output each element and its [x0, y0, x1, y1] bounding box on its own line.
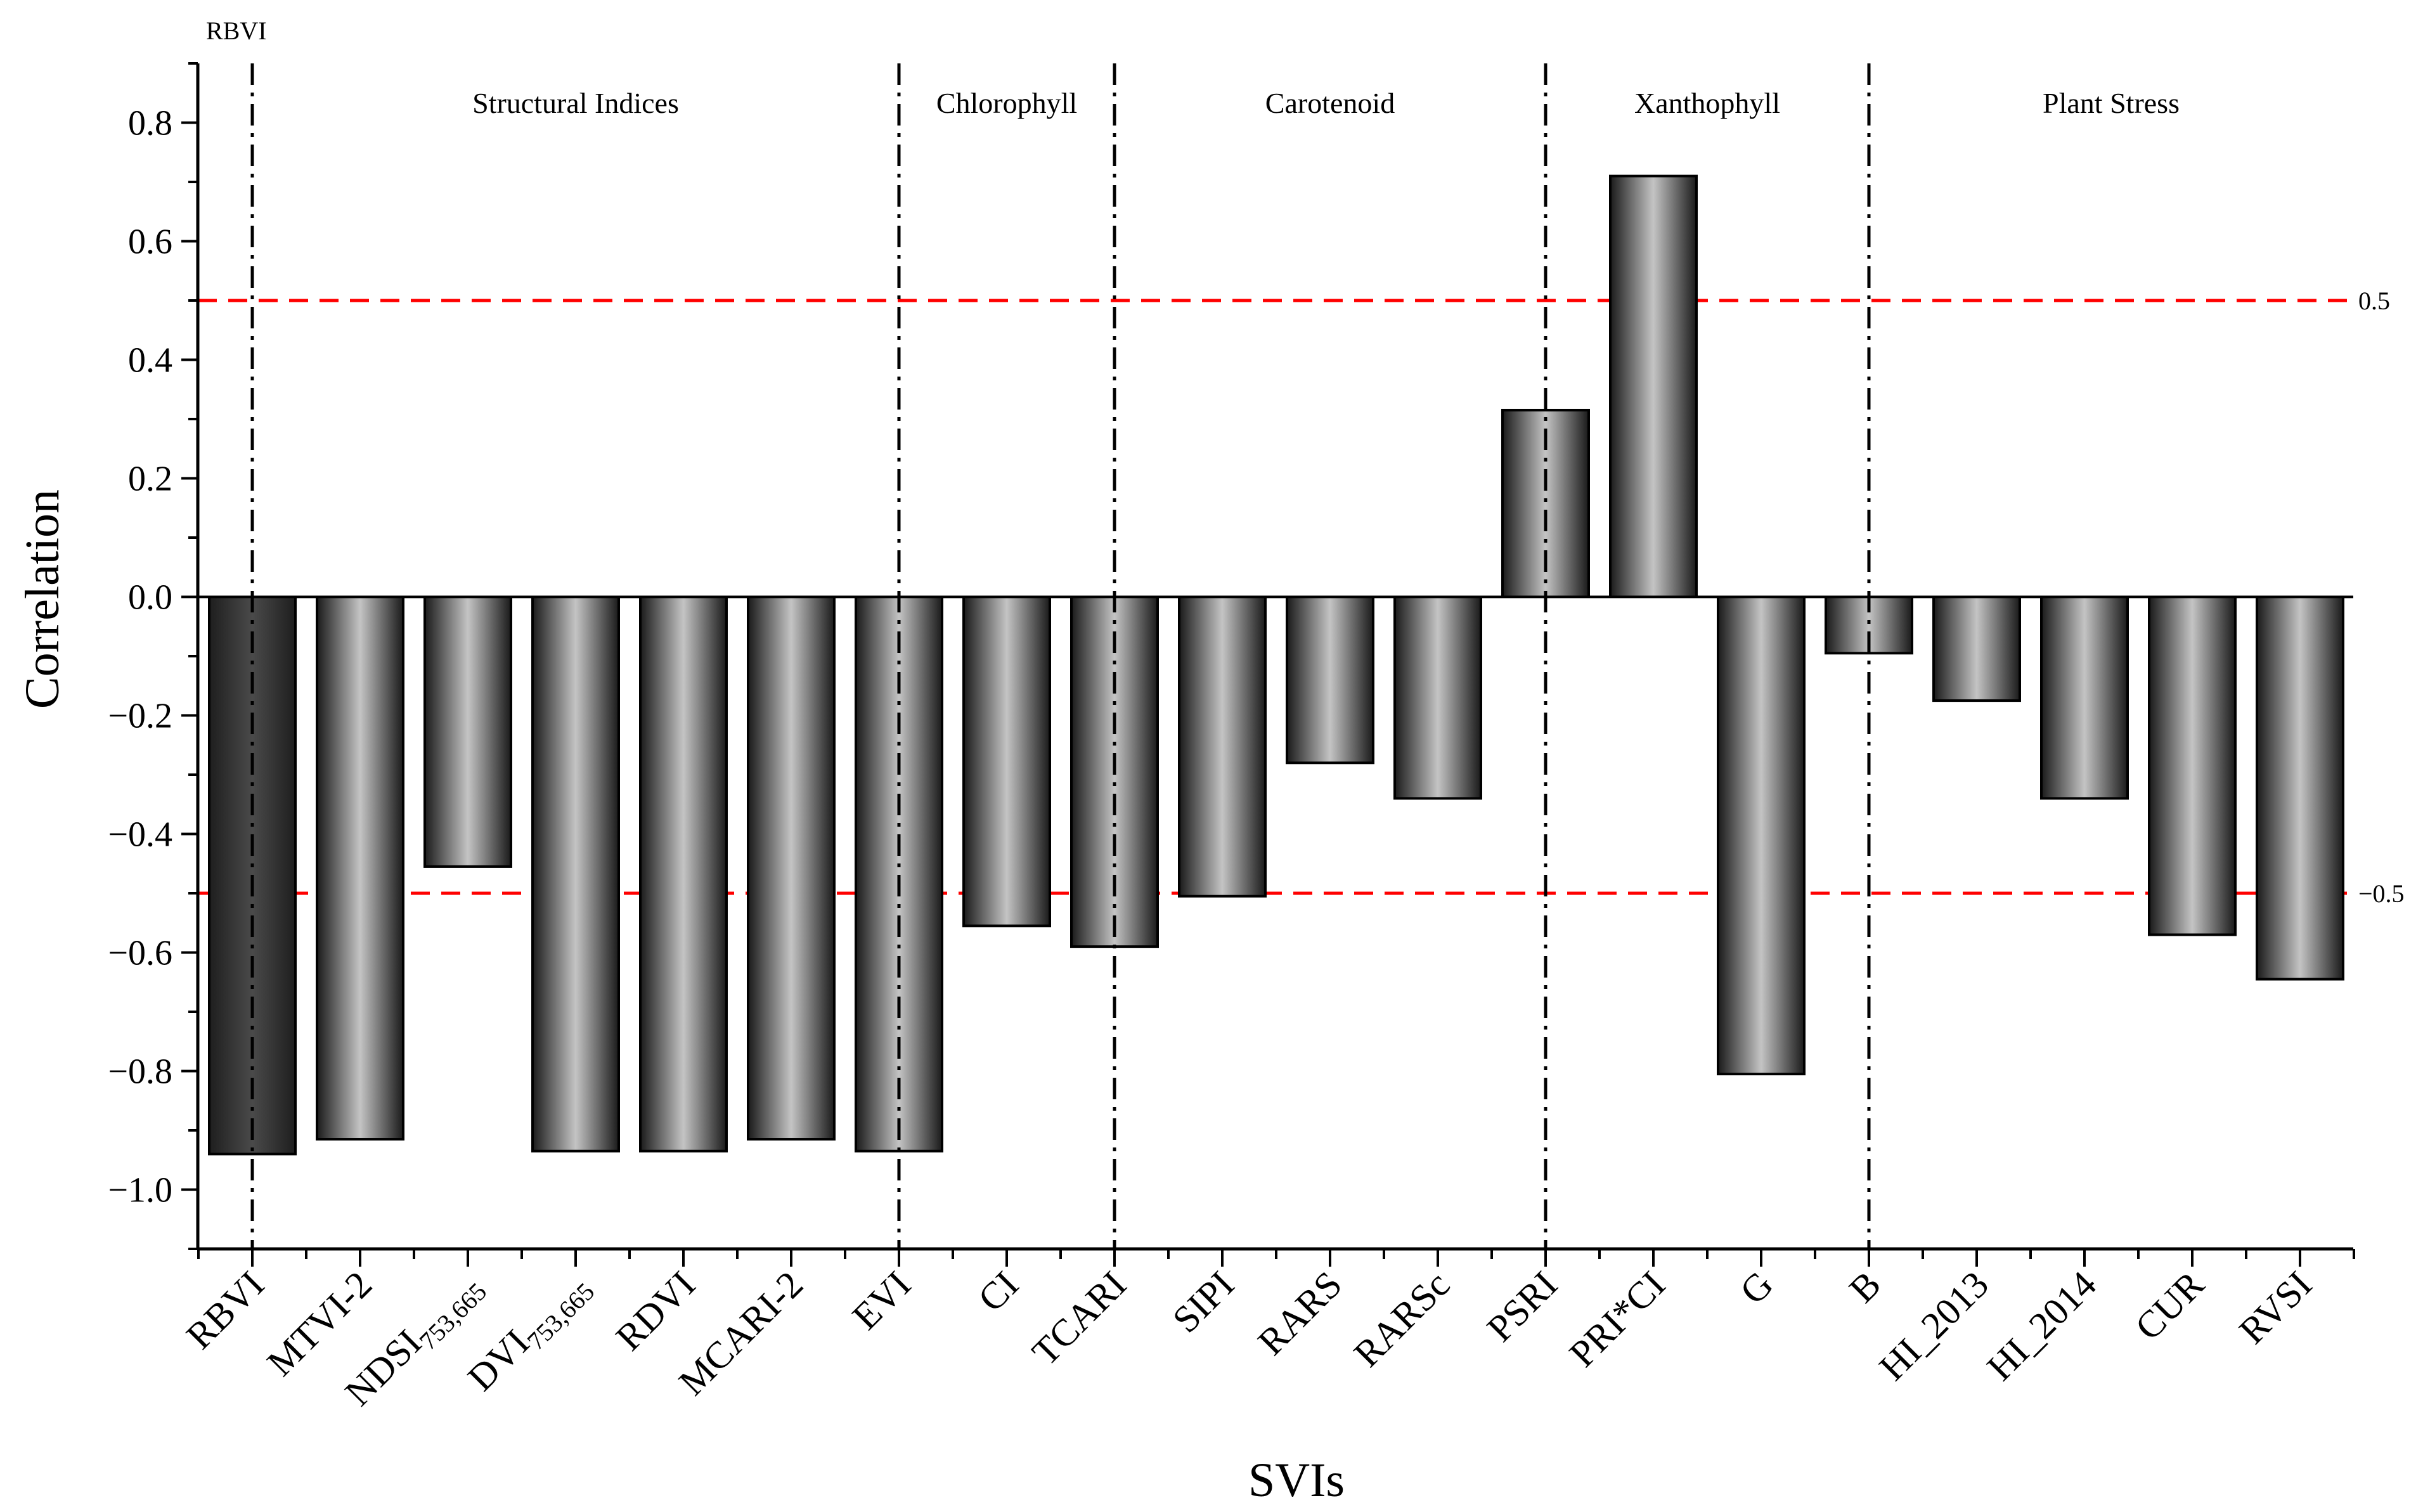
x-tick-label-10: RARS [1250, 1263, 1350, 1364]
group-label-1: Chlorophyll [936, 87, 1077, 119]
group-label-3: Xanthophyll [1634, 87, 1780, 119]
x-tick-label-12: PSRI [1479, 1263, 1565, 1350]
bar-18 [2148, 595, 2237, 936]
x-tick-label-3: DVI753,665 [460, 1263, 600, 1404]
bar-9 [1178, 595, 1267, 898]
bar-2 [423, 595, 512, 868]
x-tick-label-0: RBVI [178, 1263, 272, 1357]
x-tick-label-13: PRI*CI [1561, 1263, 1673, 1375]
bar-4 [639, 595, 728, 1153]
group-label-2: Carotenoid [1265, 87, 1395, 119]
y-tick-label-9: 0.8 [128, 104, 172, 143]
x-tick-label-15: B [1841, 1263, 1889, 1311]
x-tick-label-9: SIPI [1165, 1263, 1242, 1341]
group-label-0: Structural Indices [472, 87, 679, 119]
y-tick-label-7: 0.4 [128, 341, 172, 380]
bar-14 [1717, 595, 1806, 1076]
x-tick-label-6: EVI [844, 1263, 919, 1338]
y-tick-label-8: 0.6 [128, 223, 172, 262]
bar-1 [316, 595, 404, 1141]
reference-lines: 0.5 −0.5 [198, 287, 2405, 908]
bar-11 [1393, 595, 1482, 800]
y-tick-label-0: −1.0 [108, 1171, 172, 1210]
group-separators [250, 63, 1871, 1249]
group-label-4: Plant Stress [2043, 87, 2180, 119]
y-tick-label-1: −0.8 [108, 1052, 172, 1092]
bar-3 [531, 595, 620, 1153]
x-tick-label-8: TCARI [1024, 1263, 1134, 1374]
bars [208, 174, 2344, 1156]
bar-19 [2256, 595, 2344, 981]
x-tick-label-11: RARSc [1346, 1263, 1457, 1375]
bar-16 [1932, 595, 2021, 702]
bar-7 [962, 595, 1051, 927]
bar-13 [1609, 174, 1698, 598]
bar-10 [1286, 595, 1374, 765]
reference-line-label-1: −0.5 [2358, 879, 2405, 908]
x-tick-label-14: G [1732, 1263, 1781, 1312]
labels: Correlation SVIs RBVI Structural Indices… [16, 16, 2180, 1507]
x-axis-title: SVIs [1248, 1454, 1345, 1507]
x-tick-label-17: HI_2014 [1979, 1263, 2105, 1389]
y-tick-label-4: −0.2 [108, 697, 172, 736]
x-tick-label-18: CUR [2127, 1263, 2212, 1348]
bar-5 [747, 595, 836, 1141]
x-tick-label-7: CI [970, 1263, 1026, 1320]
y-axis-title: Correlation [16, 489, 69, 709]
y-tick-label-6: 0.2 [128, 460, 172, 499]
x-tick-label-4: RDVI [608, 1263, 703, 1359]
reference-line-label-0: 0.5 [2358, 287, 2390, 315]
top-left-label: RBVI [206, 16, 267, 45]
y-tick-label-2: −0.6 [108, 934, 172, 973]
x-tick-label-19: RVSI [2231, 1263, 2320, 1352]
y-tick-label-5: 0.0 [128, 578, 172, 617]
y-tick-label-3: −0.4 [108, 815, 172, 855]
bar-17 [2040, 595, 2129, 800]
x-tick-label-16: HI_2013 [1871, 1263, 1997, 1389]
